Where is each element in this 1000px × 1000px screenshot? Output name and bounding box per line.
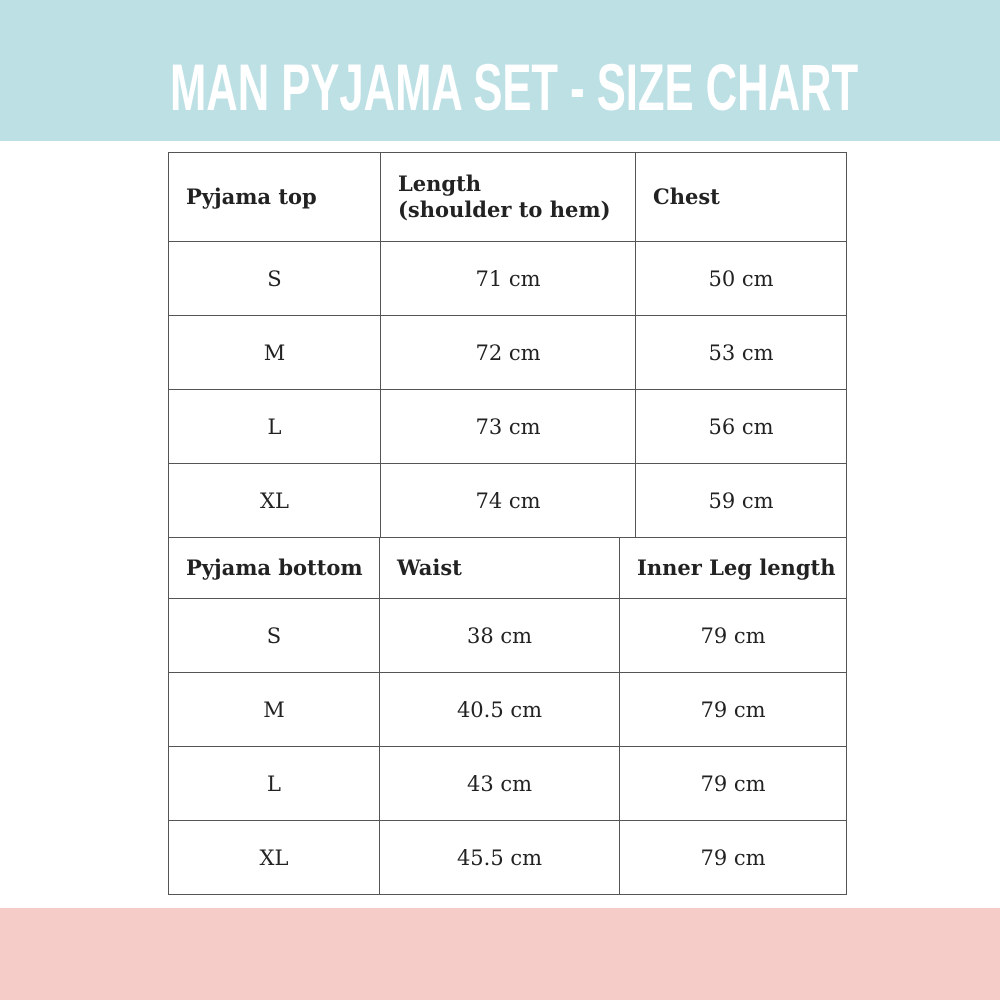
table-cell: M xyxy=(168,672,380,747)
table-cell: 53 cm xyxy=(635,315,847,390)
table-cell: 43 cm xyxy=(379,746,620,821)
column-header: Waist xyxy=(379,537,620,599)
cell-value: 72 cm xyxy=(475,340,541,365)
cell-value: 59 cm xyxy=(708,488,774,513)
cell-value: 45.5 cm xyxy=(456,845,543,870)
cell-value: L xyxy=(267,414,282,439)
cell-value: 79 cm xyxy=(700,623,766,648)
column-header: Chest xyxy=(635,152,847,242)
table-cell: L xyxy=(168,746,380,821)
cell-value: S xyxy=(267,266,282,291)
cell-value: S xyxy=(266,623,282,648)
cell-value: 71 cm xyxy=(475,266,541,291)
cell-value: 79 cm xyxy=(700,771,766,796)
table-cell: M xyxy=(168,315,381,390)
header-label: Inner Leg length xyxy=(637,555,836,580)
header-label: Pyjama bottom xyxy=(186,555,363,580)
table-cell: 73 cm xyxy=(380,389,636,464)
table-cell: 50 cm xyxy=(635,241,847,316)
cell-value: M xyxy=(263,340,286,365)
table-cell: 79 cm xyxy=(619,746,847,821)
table-cell: XL xyxy=(168,463,381,538)
cell-value: 79 cm xyxy=(700,697,766,722)
table-cell: 38 cm xyxy=(379,598,620,673)
table-cell: 59 cm xyxy=(635,463,847,538)
header-label: Length (shoulder to hem) xyxy=(398,171,611,222)
column-header: Inner Leg length xyxy=(619,537,847,599)
header-label: Waist xyxy=(397,555,462,580)
header-label: Chest xyxy=(653,184,720,209)
table-cell: 79 cm xyxy=(619,672,847,747)
cell-value: 74 cm xyxy=(475,488,541,513)
cell-value: 79 cm xyxy=(700,845,766,870)
table-cell: L xyxy=(168,389,381,464)
cell-value: 38 cm xyxy=(466,623,533,648)
cell-value: M xyxy=(263,697,285,722)
cell-value: 53 cm xyxy=(708,340,774,365)
footer-band xyxy=(0,908,1000,1000)
table-cell: S xyxy=(168,241,381,316)
cell-value: XL xyxy=(260,488,289,513)
table-cell: S xyxy=(168,598,380,673)
cell-value: 73 cm xyxy=(475,414,541,439)
table-cell: 79 cm xyxy=(619,598,847,673)
table-cell: 40.5 cm xyxy=(379,672,620,747)
table-cell: 71 cm xyxy=(380,241,636,316)
header-label: Pyjama top xyxy=(186,184,317,209)
cell-value: 56 cm xyxy=(708,414,774,439)
page-title: MAN PYJAMA SET - SIZE CHART xyxy=(170,50,859,124)
header-band: MAN PYJAMA SET - SIZE CHART xyxy=(0,0,1000,141)
column-header: Pyjama bottom xyxy=(168,537,380,599)
cell-value: L xyxy=(267,771,281,796)
cell-value: 40.5 cm xyxy=(456,697,543,722)
cell-value: 43 cm xyxy=(466,771,533,796)
cell-value: 50 cm xyxy=(708,266,774,291)
table-cell: 72 cm xyxy=(380,315,636,390)
table-cell: XL xyxy=(168,820,380,895)
column-header: Length (shoulder to hem) xyxy=(380,152,636,242)
table-cell: 79 cm xyxy=(619,820,847,895)
table-cell: 45.5 cm xyxy=(379,820,620,895)
cell-value: XL xyxy=(259,845,289,870)
column-header: Pyjama top xyxy=(168,152,381,242)
table-cell: 56 cm xyxy=(635,389,847,464)
table-cell: 74 cm xyxy=(380,463,636,538)
